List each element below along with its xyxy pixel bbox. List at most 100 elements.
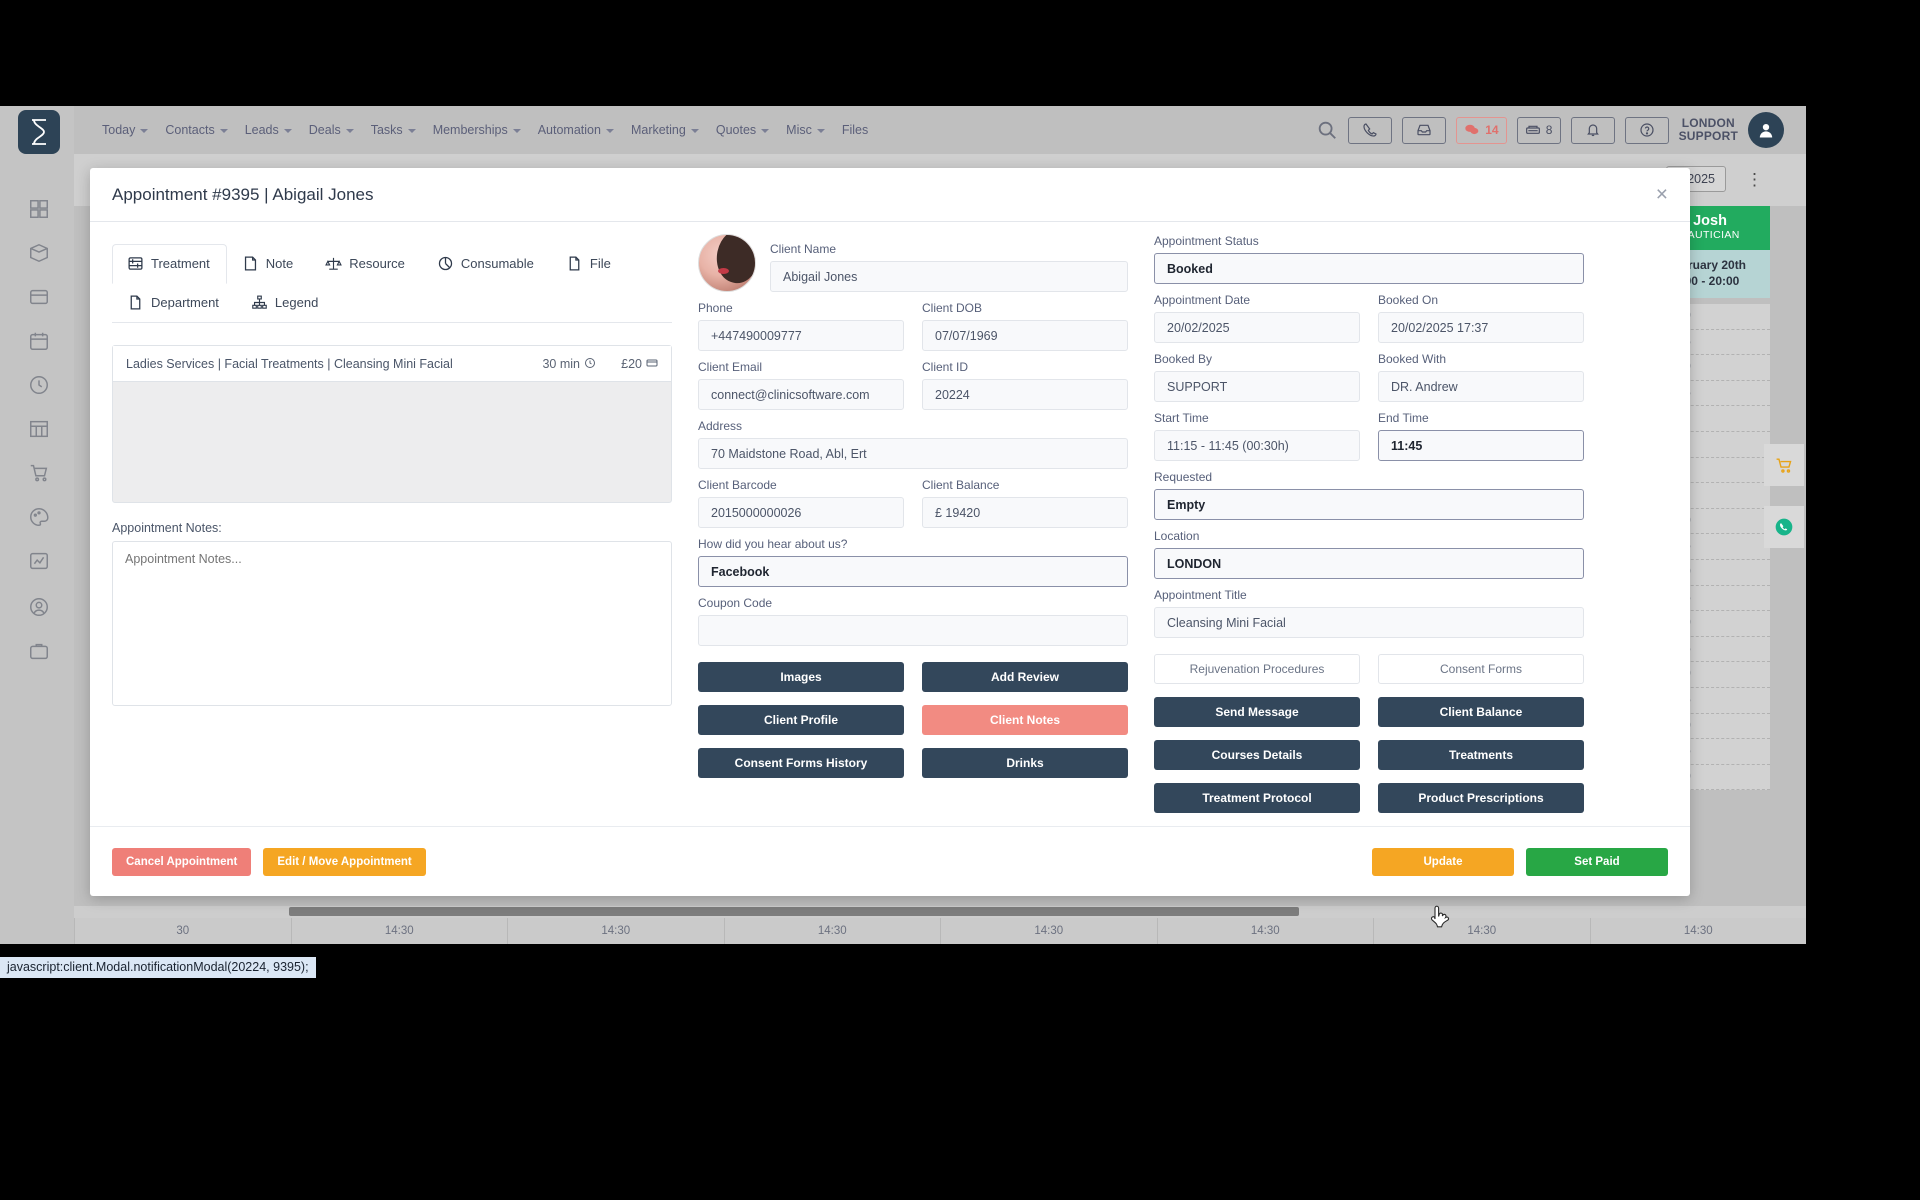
consent-forms-history-button[interactable]: Consent Forms History xyxy=(698,748,904,778)
horizontal-scrollbar[interactable] xyxy=(74,906,1806,918)
rail-grid-icon[interactable] xyxy=(28,418,50,440)
booked-with-field[interactable]: DR. Andrew xyxy=(1378,371,1584,402)
nav-item-files[interactable]: Files xyxy=(842,123,868,137)
appointment-notes-input[interactable] xyxy=(112,541,672,706)
help-icon xyxy=(1639,123,1654,137)
update-button[interactable]: Update xyxy=(1372,847,1514,876)
calendar-float-actions xyxy=(1764,444,1806,568)
client-email-label: Client Email xyxy=(698,360,763,374)
client-balance-field[interactable]: £ 19420 xyxy=(922,497,1128,528)
tab-resource[interactable]: Resource xyxy=(310,244,422,284)
rail-palette-icon[interactable] xyxy=(28,506,50,528)
chevron-down-icon xyxy=(761,129,770,133)
table-row[interactable]: Ladies Services | Facial Treatments | Cl… xyxy=(113,346,671,382)
address-field[interactable]: 70 Maidstone Road, Abl, Ert xyxy=(698,438,1128,469)
nav-item-tasks[interactable]: Tasks xyxy=(371,123,416,137)
client-id-field[interactable]: 20224 xyxy=(922,379,1128,410)
tab-consumable[interactable]: Consumable xyxy=(422,244,551,284)
close-icon[interactable]: × xyxy=(1655,183,1668,206)
client-profile-button[interactable]: Client Profile xyxy=(698,705,904,735)
chevron-down-icon xyxy=(345,129,354,133)
nav-item-quotes[interactable]: Quotes xyxy=(716,123,770,137)
treatments-button[interactable]: Treatments xyxy=(1378,740,1584,770)
treatment-price: £20 xyxy=(596,357,658,371)
search-icon[interactable] xyxy=(1316,119,1338,141)
nav-item-automation[interactable]: Automation xyxy=(538,123,614,137)
nav-item-misc[interactable]: Misc xyxy=(786,123,825,137)
send-message-button[interactable]: Send Message xyxy=(1154,697,1360,727)
tab-file[interactable]: File xyxy=(551,244,628,284)
phone-field[interactable]: +447490009777 xyxy=(698,320,904,351)
rail-history-icon[interactable] xyxy=(28,374,50,396)
rail-account-icon[interactable] xyxy=(28,596,50,618)
nav-item-memberships[interactable]: Memberships xyxy=(433,123,521,137)
client-barcode-field[interactable]: 2015000000026 xyxy=(698,497,904,528)
cart-action-button[interactable] xyxy=(1764,444,1804,486)
start-time-field[interactable]: 11:15 - 11:45 (00:30h) xyxy=(1154,430,1360,461)
rail-calendar-icon[interactable] xyxy=(28,330,50,352)
end-time-field[interactable]: 11:45 xyxy=(1378,430,1584,461)
location-field[interactable]: LONDON xyxy=(1154,548,1584,579)
till-button[interactable]: 8 xyxy=(1516,116,1561,144)
appointment-date-field[interactable]: 20/02/2025 xyxy=(1154,312,1360,343)
avatar[interactable] xyxy=(1748,112,1784,148)
cancel-appointment-button[interactable]: Cancel Appointment xyxy=(112,847,252,876)
how-did-you-hear-field[interactable]: Facebook xyxy=(698,556,1128,587)
kebab-menu-icon[interactable]: ⋮ xyxy=(1746,170,1764,189)
chat-button[interactable]: 14 xyxy=(1456,116,1507,144)
rail-cart-icon[interactable] xyxy=(28,462,50,484)
scrollbar-thumb[interactable] xyxy=(289,907,1299,916)
client-dob-field[interactable]: 07/07/1969 xyxy=(922,320,1128,351)
client-balance-button[interactable]: Client Balance xyxy=(1378,697,1584,727)
tab-label: Department xyxy=(151,295,219,310)
rejuvenation-procedures-button[interactable]: Rejuvenation Procedures xyxy=(1154,654,1360,684)
appointment-status-field[interactable]: Booked xyxy=(1154,253,1584,284)
client-id-label: Client ID xyxy=(922,360,969,374)
call-action-button[interactable] xyxy=(1764,506,1804,548)
nav-label: Automation xyxy=(537,123,601,137)
notifications-button[interactable] xyxy=(1570,116,1615,144)
nav-item-today[interactable]: Today xyxy=(102,123,149,137)
booked-by-field[interactable]: SUPPORT xyxy=(1154,371,1360,402)
product-prescriptions-button[interactable]: Product Prescriptions xyxy=(1378,783,1584,813)
client-avatar[interactable] xyxy=(698,234,756,292)
phone-button[interactable] xyxy=(1348,116,1393,144)
treatment-protocol-button[interactable]: Treatment Protocol xyxy=(1154,783,1360,813)
rail-report-icon[interactable] xyxy=(28,550,50,572)
tab-note[interactable]: Note xyxy=(227,244,310,284)
client-email-field[interactable]: connect@clinicsoftware.com xyxy=(698,379,904,410)
inbox-button[interactable] xyxy=(1402,116,1447,144)
help-button[interactable] xyxy=(1624,116,1669,144)
client-name-field[interactable]: Abigail Jones xyxy=(770,261,1128,292)
edit-move-appointment-button[interactable]: Edit / Move Appointment xyxy=(263,847,426,876)
treatment-list: Ladies Services | Facial Treatments | Cl… xyxy=(112,345,672,503)
rail-layers-icon[interactable] xyxy=(28,286,50,308)
nav-label: Marketing xyxy=(630,123,686,137)
booked-on-field[interactable]: 20/02/2025 17:37 xyxy=(1378,312,1584,343)
coupon-code-label: Coupon Code xyxy=(698,596,773,610)
tab-treatment[interactable]: Treatment xyxy=(112,244,227,284)
drinks-button[interactable]: Drinks xyxy=(922,748,1128,778)
courses-details-button[interactable]: Courses Details xyxy=(1154,740,1360,770)
how-did-you-hear-label: How did you hear about us? xyxy=(698,537,848,551)
rail-dashboard-icon[interactable] xyxy=(28,198,50,220)
set-paid-button[interactable]: Set Paid xyxy=(1526,847,1668,876)
nav-item-leads[interactable]: Leads xyxy=(245,123,292,137)
tab-legend[interactable]: Legend xyxy=(236,283,335,323)
nav-item-contacts[interactable]: Contacts xyxy=(165,123,228,137)
appointment-title-field[interactable]: Cleansing Mini Facial xyxy=(1154,607,1584,638)
images-button[interactable]: Images xyxy=(698,662,904,692)
client-details-pane: Client Name Abigail Jones Phone +4474900… xyxy=(698,234,1128,826)
nav-item-marketing[interactable]: Marketing xyxy=(631,123,699,137)
add-review-button[interactable]: Add Review xyxy=(922,662,1128,692)
rail-box-icon[interactable] xyxy=(28,242,50,264)
appointment-modal: Appointment #9395 | Abigail Jones × Trea… xyxy=(90,168,1690,928)
tab-department[interactable]: Department xyxy=(112,283,236,323)
client-notes-button[interactable]: Client Notes xyxy=(922,705,1128,735)
consent-forms-button[interactable]: Consent Forms xyxy=(1378,654,1584,684)
coupon-code-field[interactable] xyxy=(698,615,1128,646)
top-navigation: Today Contacts Leads Deals Tasks Members… xyxy=(74,106,1806,154)
nav-item-deals[interactable]: Deals xyxy=(309,123,354,137)
rail-briefcase-icon[interactable] xyxy=(28,640,50,662)
requested-field[interactable]: Empty xyxy=(1154,489,1584,520)
